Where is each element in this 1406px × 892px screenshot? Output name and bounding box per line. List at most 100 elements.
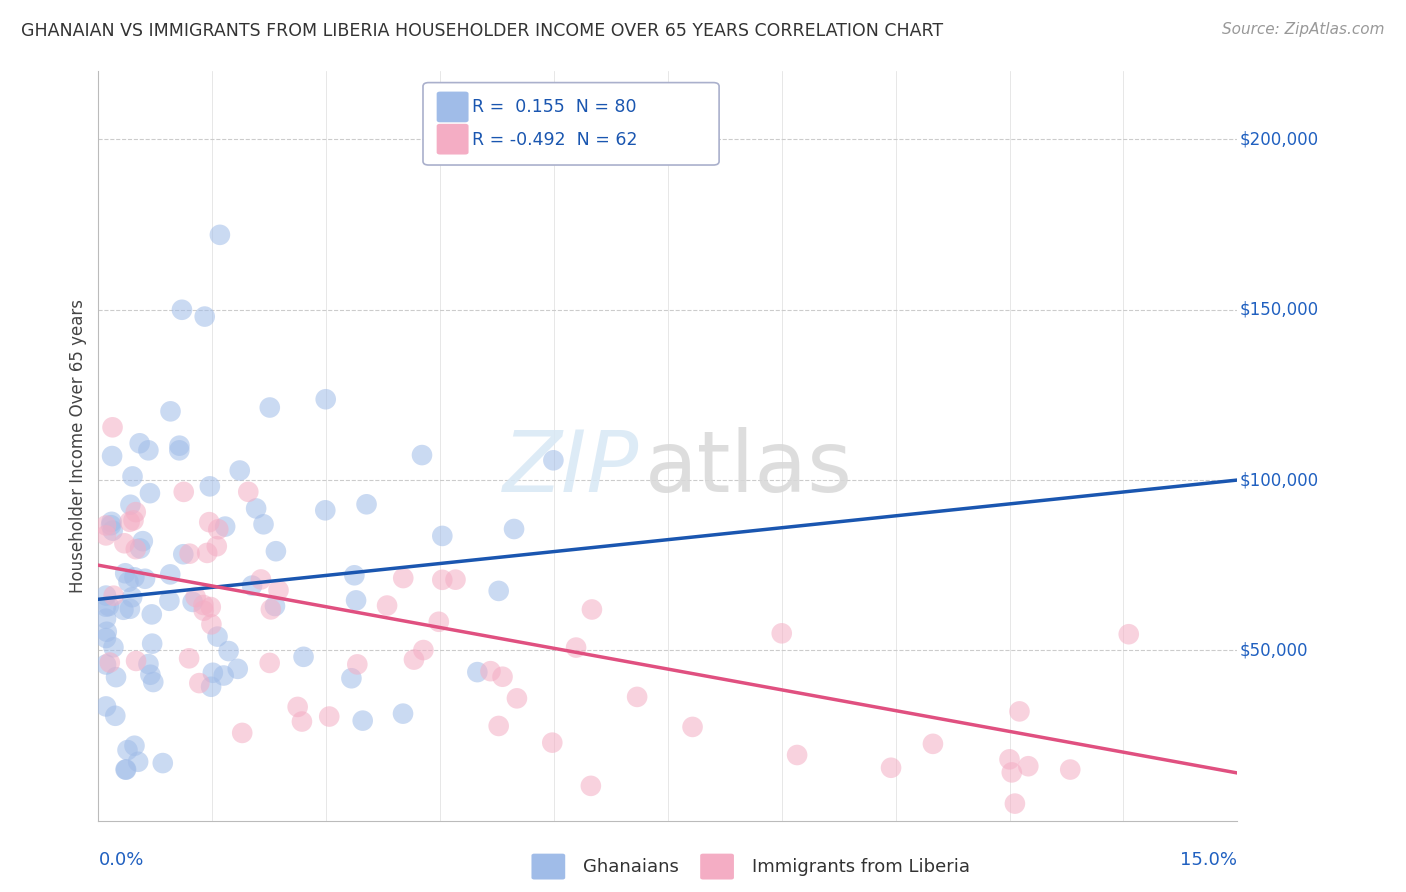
Point [101,524,124,538]
Point [287,700,309,714]
Point [200,617,222,632]
Point [94,518,117,533]
Point [503,522,526,536]
Point [142,675,165,690]
Point [104,708,127,723]
Point [94,528,117,542]
Point [115,763,138,777]
Point [128,436,150,450]
Point [195,546,218,560]
Point [118,601,141,615]
Point [264,544,287,558]
FancyBboxPatch shape [437,124,468,154]
Point [314,503,336,517]
Point [626,690,648,704]
Point [118,515,141,529]
Point [375,599,398,613]
Text: $200,000: $200,000 [1240,130,1319,148]
Point [565,640,588,655]
Point [194,310,217,324]
Point [117,743,139,757]
Point [579,779,602,793]
Point [124,570,146,584]
Point [134,572,156,586]
Point [205,539,228,553]
Point [96,624,118,639]
Point [1001,765,1024,780]
Point [412,643,434,657]
Point [200,680,222,694]
Point [392,706,415,721]
Point [121,469,143,483]
Point [259,656,281,670]
Point [198,515,221,529]
Point [138,657,160,671]
Point [159,404,181,418]
Point [1004,797,1026,811]
Point [315,392,337,407]
Point [172,547,194,561]
Point [100,515,122,529]
Point [1017,759,1039,773]
Point [103,640,125,655]
Point [139,486,162,500]
Point [141,637,163,651]
Point [432,529,454,543]
Point [252,517,274,532]
Point [129,541,152,556]
Point [94,631,117,645]
Point [318,709,340,723]
Point [506,691,529,706]
Point [260,602,283,616]
Point [427,615,450,629]
Point [159,567,181,582]
Point [101,449,124,463]
Point [122,513,145,527]
Point [208,227,231,242]
Point [125,505,148,519]
Point [402,652,425,666]
Point [356,497,378,511]
Text: $100,000: $100,000 [1240,471,1319,489]
Point [245,501,267,516]
Point [207,630,229,644]
Point [488,583,510,598]
Point [214,519,236,533]
Point [179,547,201,561]
Point [343,568,366,582]
Point [240,579,263,593]
Point [181,595,204,609]
Point [998,752,1021,766]
Point [138,443,160,458]
Point [94,657,117,672]
Point [444,573,467,587]
Point [543,453,565,467]
Point [880,761,903,775]
Point [352,714,374,728]
Text: Ghanaians: Ghanaians [583,858,679,876]
Point [157,594,180,608]
Point [200,600,222,615]
Point [770,626,793,640]
Point [139,667,162,681]
Point [114,566,136,581]
Point [238,484,260,499]
Point [786,747,808,762]
Point [97,599,120,613]
Point [193,604,215,618]
Point [94,699,117,714]
Point [198,479,221,493]
Point [682,720,704,734]
Point [114,763,136,777]
Point [141,607,163,622]
Point [121,591,143,605]
Point [1059,763,1081,777]
Point [479,664,502,678]
Point [98,656,121,670]
Point [170,302,193,317]
FancyBboxPatch shape [423,83,718,165]
Point [922,737,945,751]
Point [231,726,253,740]
Point [169,439,191,453]
Point [340,671,363,685]
